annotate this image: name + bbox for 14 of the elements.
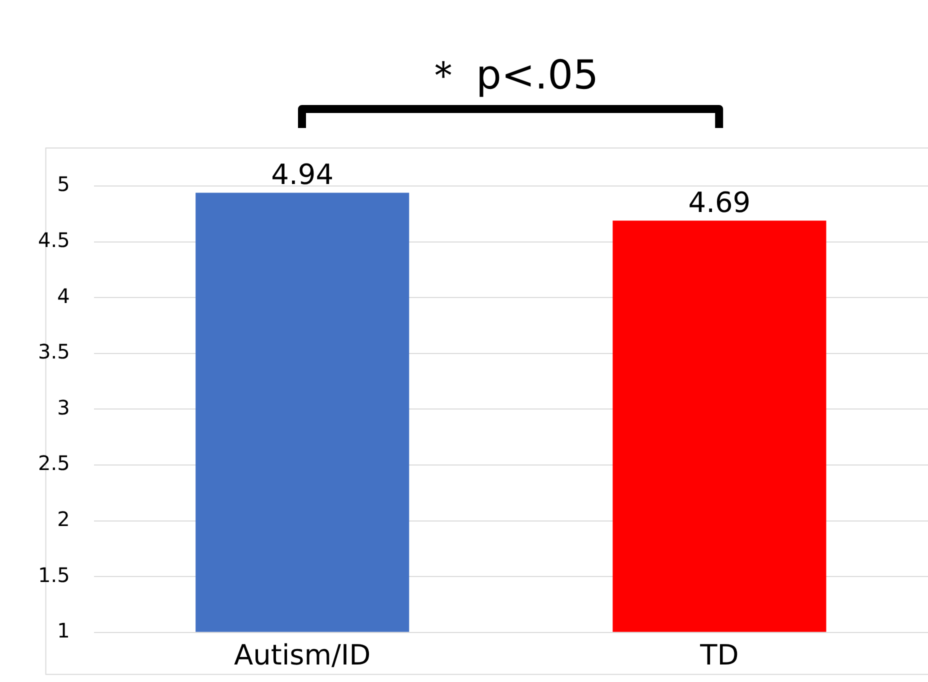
y-tick-label: 1.5 (38, 562, 70, 587)
x-tick-label: TD (699, 638, 739, 672)
y-tick-label: 4 (57, 284, 70, 308)
y-tick-label: 5 (57, 172, 70, 196)
y-tick-label: 2.5 (38, 451, 70, 476)
x-tick-label: Autism/ID (234, 638, 371, 672)
data-label: 4.94 (271, 158, 334, 191)
y-tick-label: 2 (57, 507, 70, 532)
y-tick-label: 3.5 (38, 340, 70, 364)
y-tick-label: 4.5 (38, 228, 70, 252)
text: ＊ p<.05 (423, 52, 599, 98)
data-label: 4.69 (688, 186, 751, 219)
y-tick-label: 3 (57, 395, 70, 420)
y-tick-label: 1 (57, 618, 70, 643)
